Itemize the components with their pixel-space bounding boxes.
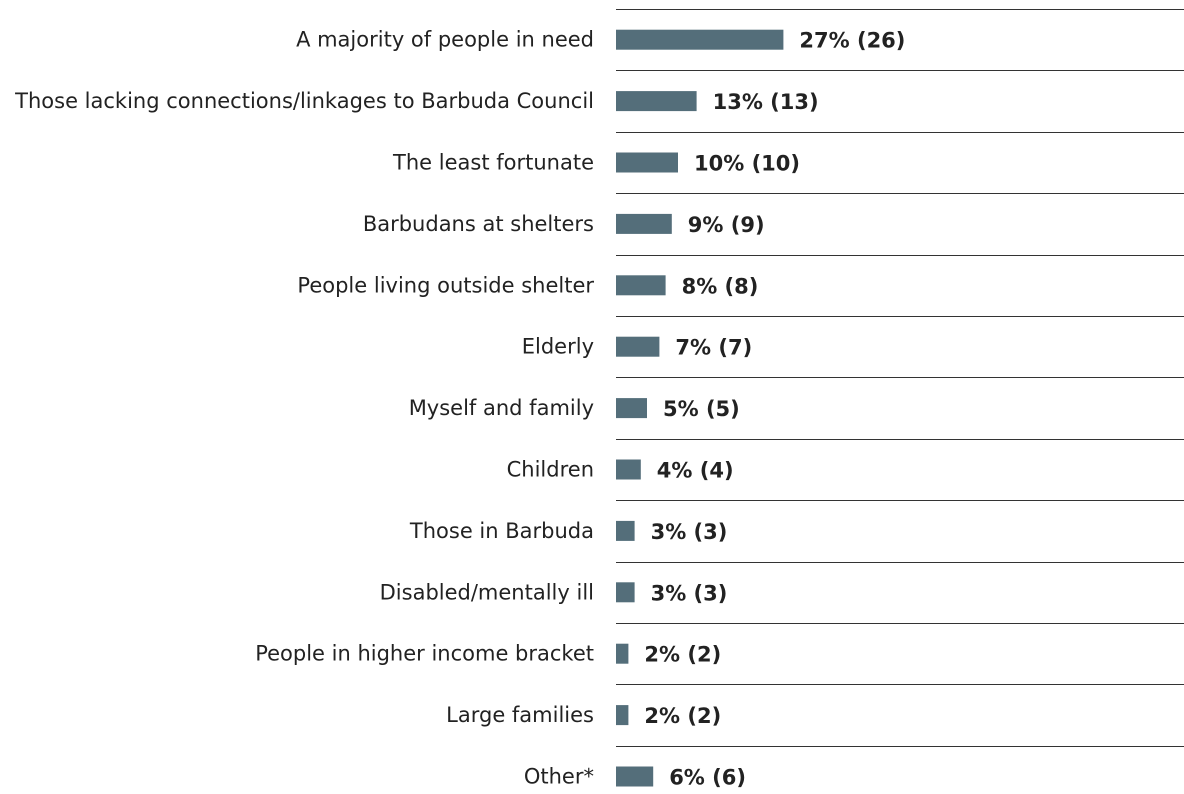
category-label: Myself and family xyxy=(409,396,594,420)
value-label: 7% (7) xyxy=(675,336,752,360)
value-label: 3% (3) xyxy=(651,520,728,544)
value-label: 5% (5) xyxy=(663,397,740,421)
bar xyxy=(616,643,629,664)
category-label: Other* xyxy=(524,765,594,789)
category-label: Those in Barbuda xyxy=(409,519,594,543)
category-label: People in higher income bracket xyxy=(255,642,594,666)
category-label: A majority of people in need xyxy=(296,28,594,52)
bar xyxy=(616,152,678,173)
bar xyxy=(616,336,660,357)
bar xyxy=(616,705,629,726)
value-label: 8% (8) xyxy=(682,274,759,298)
bar xyxy=(616,520,635,541)
category-label: Barbudans at shelters xyxy=(363,212,594,236)
category-label: Elderly xyxy=(522,335,594,359)
value-label: 2% (2) xyxy=(644,704,721,728)
category-label: Children xyxy=(507,458,594,482)
category-label: The least fortunate xyxy=(392,151,594,175)
value-label: 3% (3) xyxy=(651,581,728,605)
value-label: 2% (2) xyxy=(644,643,721,667)
category-label: Large families xyxy=(446,703,594,727)
bar xyxy=(616,91,697,112)
category-label: Disabled/mentally ill xyxy=(380,580,594,604)
bar xyxy=(616,29,784,50)
bar xyxy=(616,213,672,234)
category-label: Those lacking connections/linkages to Ba… xyxy=(14,89,594,113)
bar xyxy=(616,398,647,419)
bar xyxy=(616,275,666,296)
value-label: 6% (6) xyxy=(669,766,746,790)
value-label: 27% (26) xyxy=(799,29,905,53)
bar xyxy=(616,582,635,603)
value-label: 9% (9) xyxy=(688,213,765,237)
value-label: 4% (4) xyxy=(657,459,734,483)
bar xyxy=(616,766,654,787)
category-label: People living outside shelter xyxy=(297,273,594,297)
bar xyxy=(616,459,641,480)
value-label: 13% (13) xyxy=(713,90,819,114)
value-label: 10% (10) xyxy=(694,152,800,176)
